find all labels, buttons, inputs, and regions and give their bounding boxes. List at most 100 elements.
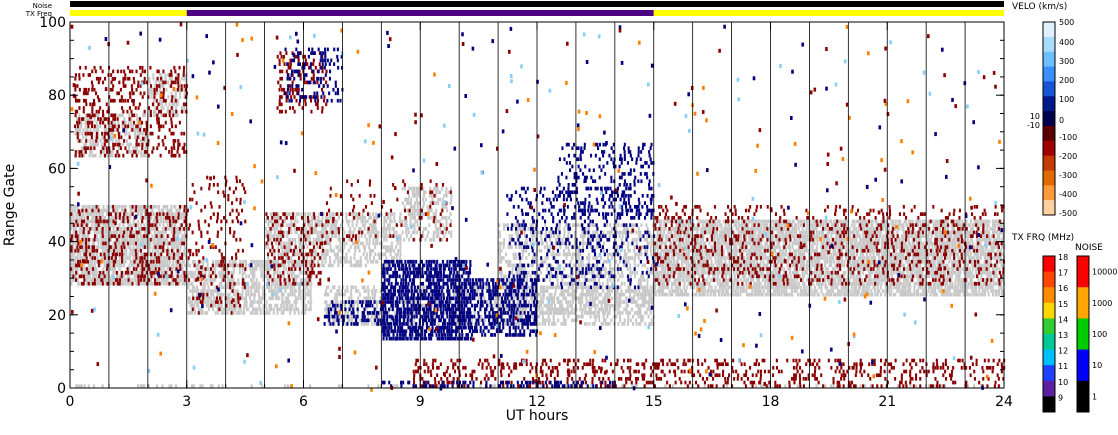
data-point (270, 289, 273, 293)
data-point (355, 259, 358, 264)
data-point (683, 234, 686, 238)
data-point (137, 259, 140, 264)
data-point (97, 256, 100, 260)
data-point (654, 292, 657, 297)
data-point (72, 237, 75, 242)
data-point (635, 252, 638, 257)
data-point (606, 311, 609, 315)
data-point (509, 296, 512, 301)
data-point (219, 274, 222, 279)
data-point (356, 311, 359, 315)
data-point (141, 252, 144, 257)
data-point (662, 234, 665, 238)
data-point (675, 259, 678, 264)
data-point (254, 307, 257, 312)
data-point (423, 285, 426, 290)
data-point (156, 263, 159, 268)
data-point (434, 212, 437, 216)
data-point (598, 318, 601, 323)
data-point (679, 241, 682, 246)
data-point (519, 267, 522, 271)
data-point (687, 259, 690, 264)
data-point (663, 223, 666, 227)
data-point (280, 289, 283, 293)
data-point (316, 237, 319, 242)
data-point (72, 219, 75, 224)
data-point (639, 303, 642, 308)
data-point (697, 270, 700, 275)
data-point (663, 281, 666, 286)
data-point (201, 270, 204, 275)
data-point (162, 223, 165, 227)
data-point (89, 263, 92, 268)
data-point (123, 117, 126, 121)
data-point (277, 223, 280, 227)
data-point (637, 292, 640, 297)
data-point (627, 289, 630, 293)
data-point (197, 263, 200, 268)
data-point (697, 219, 700, 224)
data-point (606, 230, 609, 235)
data-point (633, 296, 636, 301)
data-point (319, 230, 322, 235)
data-point (381, 227, 384, 231)
data-point (91, 139, 94, 143)
data-point (657, 274, 660, 279)
data-point (287, 237, 290, 242)
data-point (517, 311, 520, 315)
data-point (386, 245, 389, 249)
data-point (592, 296, 595, 301)
data-point (114, 237, 117, 242)
data-point (83, 270, 86, 275)
data-point (125, 252, 128, 257)
data-point (140, 142, 143, 147)
data-point (156, 91, 159, 96)
data-point (95, 208, 98, 213)
data-point (333, 259, 336, 264)
data-point (670, 241, 673, 246)
data-point (602, 307, 605, 312)
data-point (77, 128, 80, 132)
data-point (643, 292, 646, 297)
data-point (191, 281, 194, 286)
data-point (261, 285, 264, 290)
data-point (363, 285, 366, 290)
data-point (588, 256, 591, 260)
data-point (695, 227, 698, 231)
data-point (548, 303, 551, 308)
data-point (607, 289, 610, 293)
data-point (303, 285, 306, 290)
data-point (335, 230, 338, 235)
data-point (498, 230, 501, 235)
data-point (91, 146, 94, 151)
data-point (424, 190, 427, 195)
data-point (540, 303, 543, 308)
data-point (650, 292, 653, 297)
data-point (664, 241, 667, 246)
data-point (614, 307, 617, 312)
data-point (381, 263, 384, 268)
data-point (591, 322, 594, 326)
data-point (273, 227, 276, 231)
data-point (660, 230, 663, 235)
data-point (616, 311, 619, 315)
data-point (332, 318, 335, 323)
data-point (130, 150, 133, 154)
data-point (159, 281, 162, 286)
data-point (432, 230, 435, 235)
data-point (662, 248, 665, 253)
data-point (220, 278, 223, 282)
data-point (529, 285, 532, 290)
data-point (519, 296, 522, 301)
data-point (385, 289, 388, 293)
data-point (220, 270, 223, 275)
data-point (116, 234, 119, 238)
data-point (597, 285, 600, 290)
data-point (124, 245, 127, 249)
data-point (123, 227, 126, 231)
data-point (617, 292, 620, 297)
data-point (644, 248, 647, 253)
data-point (683, 241, 686, 246)
data-point (626, 322, 629, 326)
data-point (132, 245, 135, 249)
